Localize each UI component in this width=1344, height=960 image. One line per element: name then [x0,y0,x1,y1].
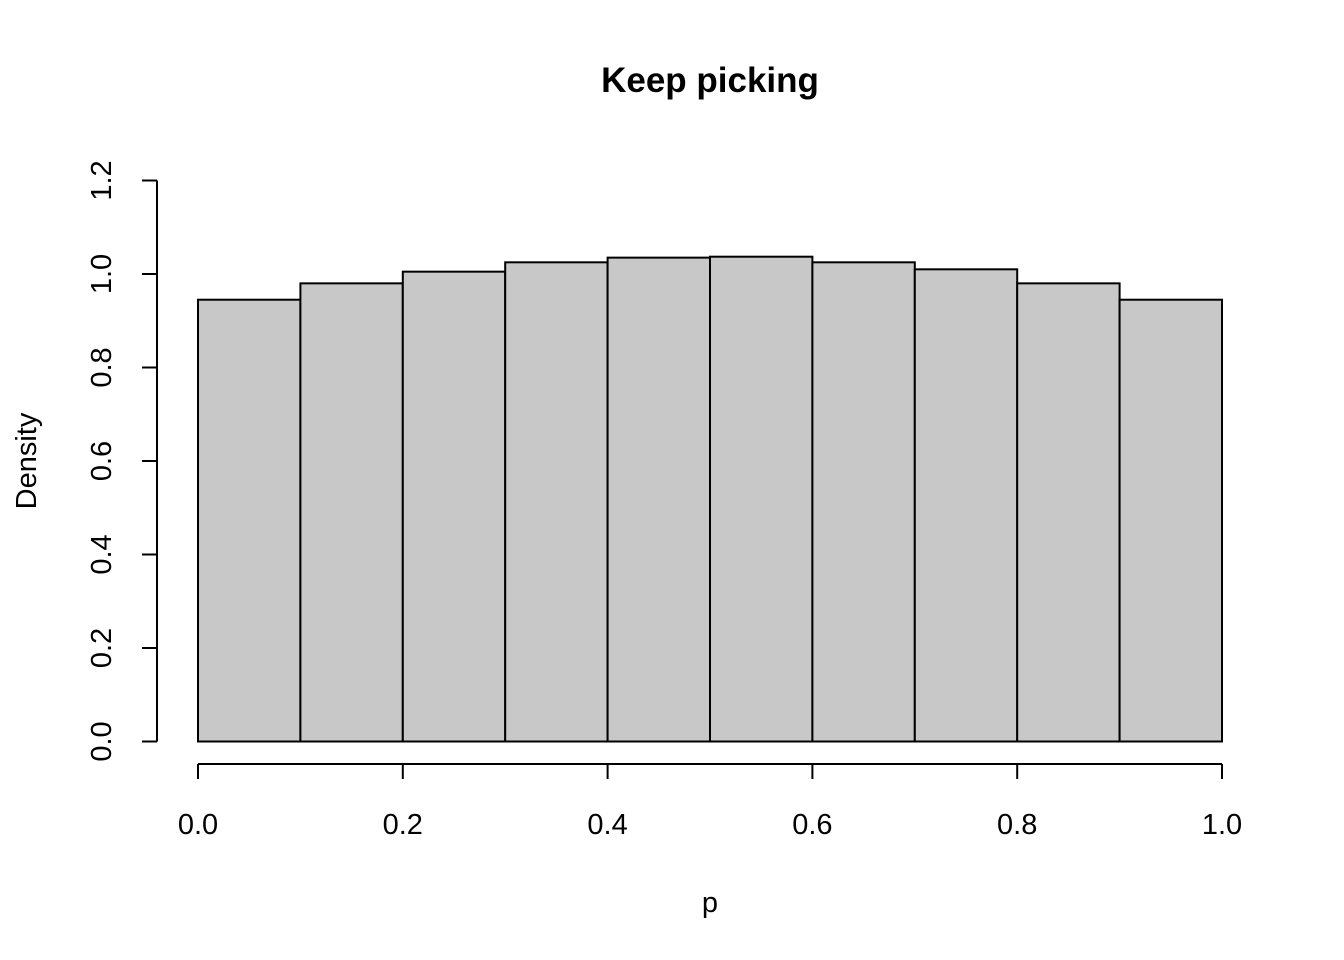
y-axis: 0.0 0.2 0.4 0.6 0.8 1.0 1.2 [86,160,158,762]
y-tick-label-0: 0.0 [86,721,118,761]
x-tick-label-2: 0.4 [587,809,627,841]
y-tick-label-6: 1.2 [86,160,118,200]
x-axis: 0.0 0.2 0.4 0.6 0.8 1.0 [178,763,1242,841]
chart-title: Keep picking [601,61,819,100]
bar-2 [401,270,507,743]
bar-5 [709,255,814,743]
y-tick-label-2: 0.4 [86,534,118,574]
y-tick-label-3: 0.6 [86,441,118,481]
bar-8 [1016,282,1121,743]
x-tick-label-5: 1.0 [1202,809,1242,841]
bar-7 [913,268,1019,743]
bar-0 [197,298,302,743]
y-tick-label-4: 0.8 [86,347,118,387]
x-tick-label-0: 0.0 [178,809,218,841]
bars-group [197,255,1223,743]
y-axis-label: Density [11,412,43,509]
bar-6 [811,261,916,743]
x-tick-label-3: 0.6 [792,809,832,841]
bar-4 [606,256,711,743]
y-tick-label-1: 0.2 [86,628,118,668]
bar-3 [504,261,609,743]
x-tick-label-1: 0.2 [383,809,423,841]
x-tick-label-4: 0.8 [997,809,1037,841]
bar-1 [299,282,404,743]
x-axis-label: p [702,887,718,919]
bar-9 [1118,298,1223,743]
y-tick-label-5: 1.0 [86,254,118,294]
